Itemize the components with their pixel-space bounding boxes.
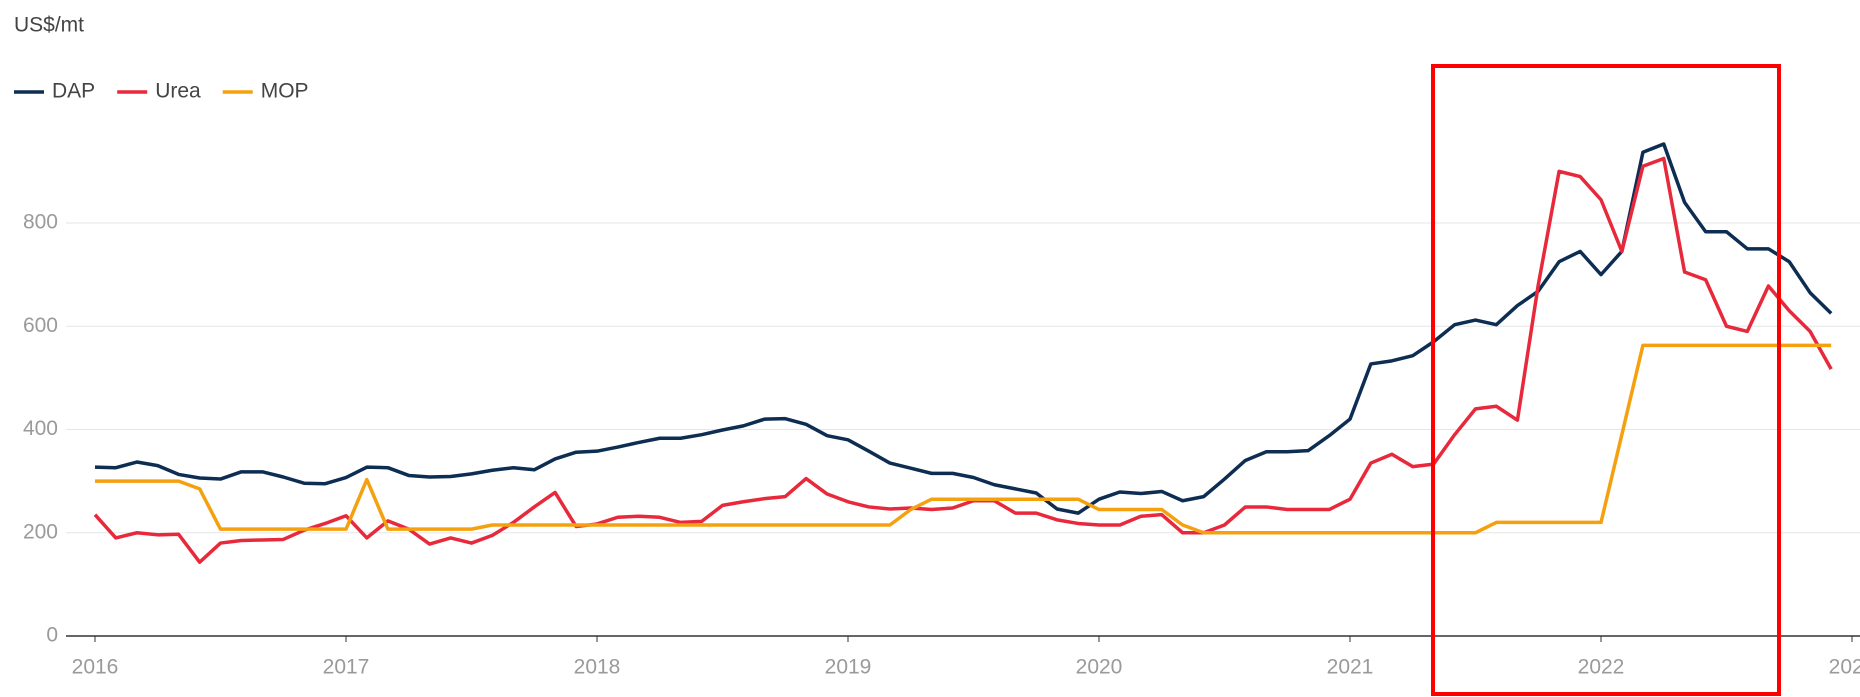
y-tick-label: 0 <box>46 624 58 647</box>
x-tick-label: 2019 <box>825 656 872 679</box>
legend-label: Urea <box>155 80 201 103</box>
legend-label: DAP <box>52 80 95 103</box>
y-axis-label: US$/mt <box>14 14 84 37</box>
y-tick-label: 400 <box>23 417 58 440</box>
series-line <box>94 142 1833 515</box>
series-line <box>93 156 1833 564</box>
y-tick-label: 600 <box>23 314 58 337</box>
x-tick-label: 2018 <box>574 656 621 679</box>
y-tick-label: 800 <box>23 211 58 234</box>
x-tick-label: 2016 <box>72 656 119 679</box>
x-tick-label: 2023 <box>1829 656 1860 679</box>
x-tick-label: 2020 <box>1076 656 1123 679</box>
highlight-box <box>1431 64 1781 696</box>
series-line <box>95 343 1832 535</box>
legend-label: MOP <box>261 80 309 103</box>
y-tick-label: 200 <box>23 520 58 543</box>
x-tick-label: 2021 <box>1327 656 1374 679</box>
x-tick-label: 2017 <box>323 656 370 679</box>
x-tick-label: 2022 <box>1578 656 1625 679</box>
